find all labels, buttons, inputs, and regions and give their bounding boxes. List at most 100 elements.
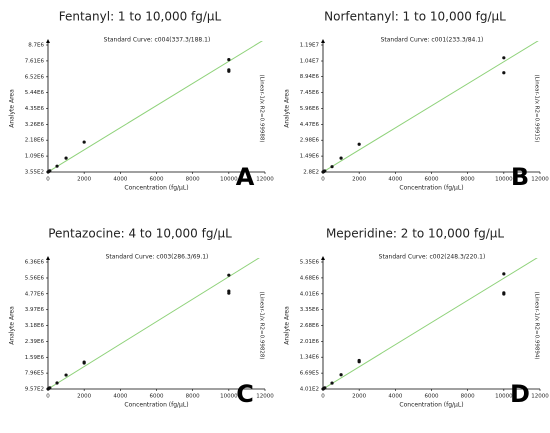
y-tick-label: 2.01E6 [300,339,320,345]
data-point [82,140,86,144]
x-tick-label: 12000 [256,177,274,183]
chart-title: Fentanyl: 1 to 10,000 fg/µL [59,10,222,24]
x-tick-label: 8000 [461,177,475,183]
y-tick-label: 3.35E6 [300,307,320,313]
y-tick-label: 4.68E6 [300,275,320,281]
data-point [48,169,52,173]
y-tick-label: 4.77E6 [25,291,45,297]
y-tick-label: 1.19E7 [300,43,320,49]
data-point [64,373,68,377]
data-point [357,142,361,146]
fit-annotation: (Linear-1/x R2=0.99915) [534,74,540,142]
fit-annotation: (Linear-1/x R2=0.99894) [534,291,540,359]
data-point [502,71,506,75]
x-tick-label: 6000 [150,177,164,183]
panel-letter: D [510,380,530,408]
y-tick-label: 7.96E5 [25,371,45,377]
x-tick-label: 8000 [186,394,200,400]
x-tick-label: 0 [321,177,325,183]
x-tick-label: 12000 [256,394,274,400]
data-point [64,156,68,160]
data-point [339,156,343,160]
chart-subtitle: Standard Curve: c004(337.3/188.1) [104,37,211,44]
data-point [227,291,231,295]
data-point [227,273,231,277]
axis-arrow [46,256,50,260]
x-tick-label: 10000 [495,394,513,400]
y-tick-label: 1.59E6 [25,355,45,361]
data-point [323,169,327,173]
x-tick-label: 2000 [352,177,366,183]
x-axis-label: Concentration (fg/µL) [124,185,188,192]
y-tick-label: 1.49E6 [300,154,320,160]
y-tick-label: 3.97E6 [25,307,45,313]
x-tick-label: 0 [321,394,325,400]
y-tick-label: 4.35E6 [25,106,45,112]
y-tick-label: 4.01E2 [300,387,319,393]
y-tick-label: 2.8E2 [303,170,319,176]
fit-annotation: (Linear-1/x R2=0.99988) [259,74,265,142]
data-point [502,292,506,296]
chart-title: Norfentanyl: 1 to 10,000 fg/µL [324,10,506,24]
data-point [339,373,343,377]
y-tick-label: 2.18E6 [25,138,45,144]
x-tick-label: 10000 [220,177,238,183]
data-point [502,272,506,276]
y-tick-label: 5.56E6 [25,275,45,281]
y-tick-label: 4.47E6 [300,122,320,128]
x-axis-label: Concentration (fg/µL) [124,402,188,409]
y-tick-label: 8.7E6 [28,43,44,49]
y-axis-label: Analyte Area [284,89,291,128]
data-point [82,360,86,364]
x-tick-label: 0 [46,177,50,183]
y-tick-label: 3.18E6 [25,323,45,329]
y-axis-label: Analyte Area [9,89,16,128]
y-tick-label: 5.44E6 [25,90,45,96]
y-tick-label: 6.36E6 [25,260,45,266]
axis-arrow [321,256,325,260]
y-tick-label: 2.98E6 [300,138,320,144]
y-tick-label: 2.68E6 [300,323,320,329]
fit-line [323,258,538,389]
data-point [227,69,231,73]
chart-title: Meperidine: 2 to 10,000 fg/µL [326,227,504,241]
chart-title: Pentazocine: 4 to 10,000 fg/µL [48,227,232,241]
x-tick-label: 8000 [186,177,200,183]
y-tick-label: 1.34E6 [300,355,320,361]
y-tick-label: 6.69E5 [300,371,320,377]
x-tick-label: 10000 [220,394,238,400]
y-tick-label: 5.96E6 [300,106,320,112]
panel-letter: A [236,163,255,191]
x-tick-label: 6000 [425,177,439,183]
chart-subtitle: Standard Curve: c001(233.3/84.1) [381,37,484,44]
y-tick-label: 1.04E7 [300,59,320,65]
x-tick-label: 10000 [495,177,513,183]
y-tick-label: 9.57E2 [25,387,44,393]
chart-subtitle: Standard Curve: c002(248.3/220.1) [379,254,486,261]
data-point [330,165,334,169]
axis-arrow [46,39,50,43]
fit-line [323,41,539,172]
fit-line [48,258,260,389]
y-tick-label: 8.94E6 [300,74,320,80]
y-tick-label: 1.09E6 [25,154,45,160]
y-tick-label: 3.26E6 [25,122,45,128]
x-tick-label: 4000 [388,177,402,183]
y-tick-label: 5.35E6 [300,260,320,266]
y-tick-label: 3.55E2 [25,170,44,176]
data-point [48,386,52,390]
chart-subtitle: Standard Curve: c003(286.3/69.1) [106,254,209,261]
fit-line [48,41,263,172]
x-tick-label: 12000 [531,177,549,183]
y-tick-label: 7.61E6 [25,58,45,64]
x-tick-label: 2000 [77,177,91,183]
x-tick-label: 6000 [425,394,439,400]
y-tick-label: 4.01E6 [300,291,320,297]
panel-letter: B [511,163,529,191]
x-tick-label: 8000 [461,394,475,400]
x-tick-label: 4000 [113,177,127,183]
x-axis-label: Concentration (fg/µL) [399,185,463,192]
data-point [330,381,334,385]
data-point [55,381,59,385]
